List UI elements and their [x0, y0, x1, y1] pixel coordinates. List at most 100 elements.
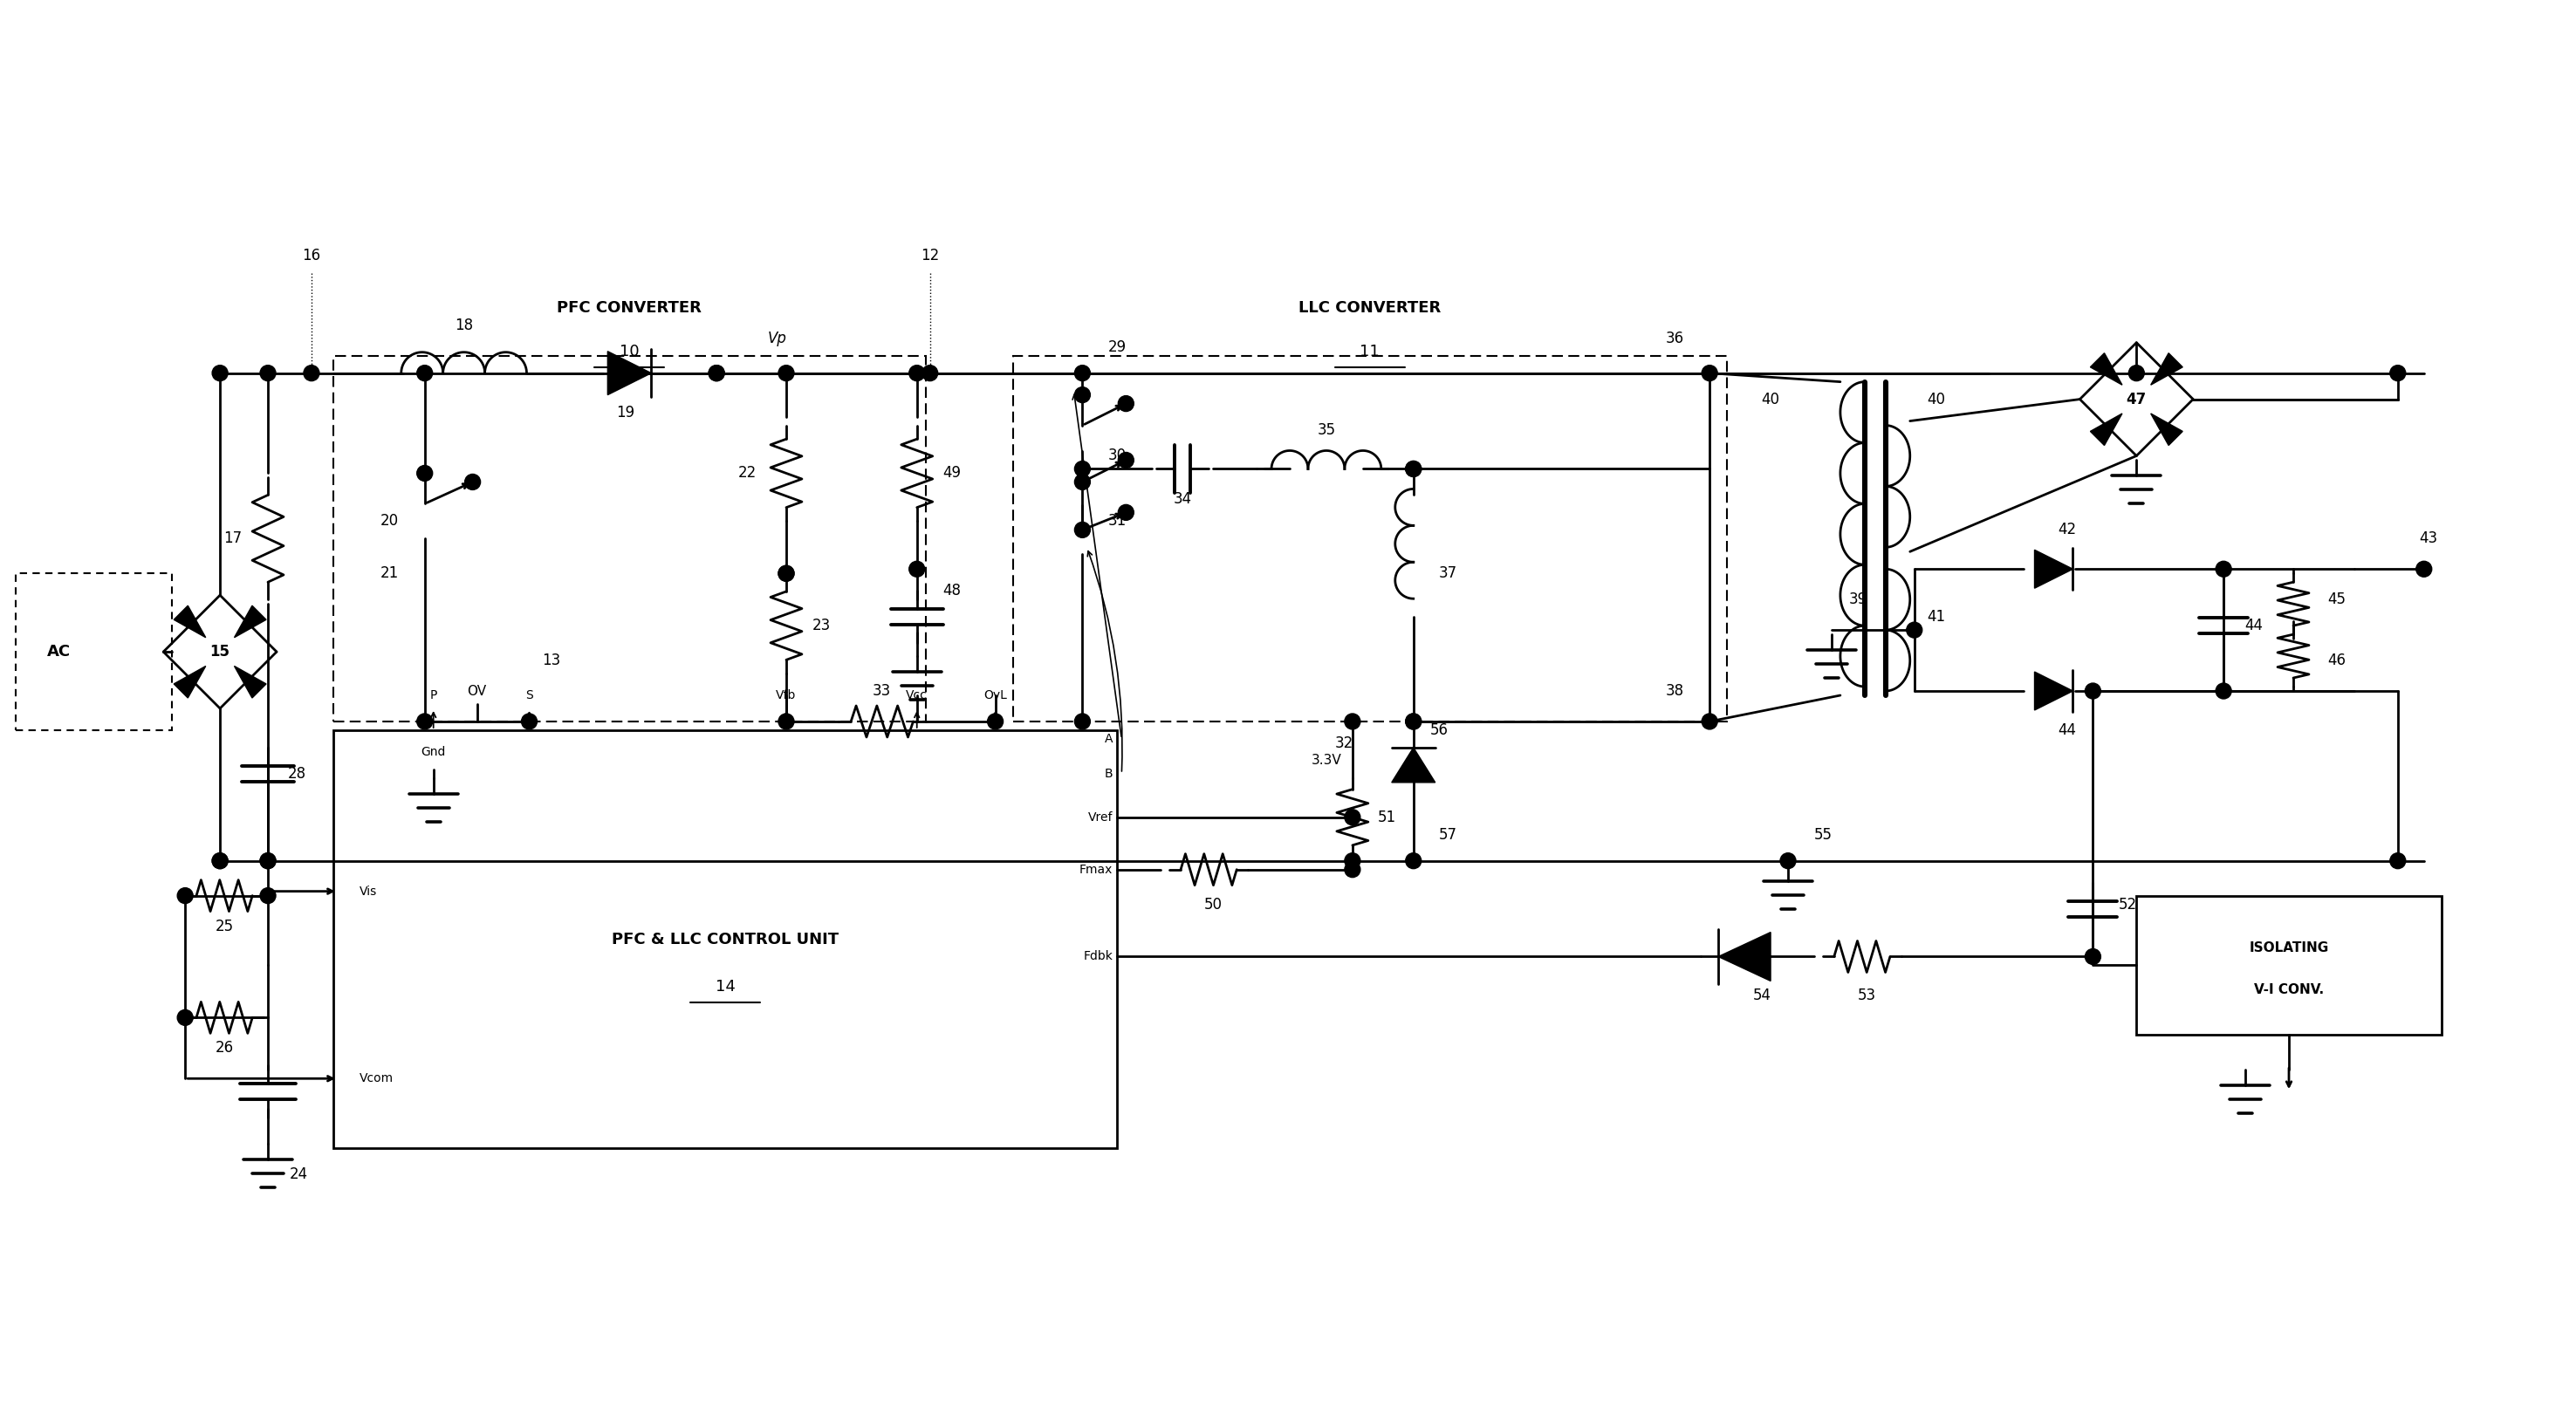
Circle shape	[211, 852, 227, 869]
Text: 44: 44	[2058, 722, 2076, 737]
Circle shape	[178, 887, 193, 903]
Text: 31: 31	[1108, 513, 1126, 529]
Circle shape	[708, 366, 724, 381]
Circle shape	[2084, 683, 2102, 698]
Text: 21: 21	[381, 565, 399, 582]
Circle shape	[1345, 852, 1360, 869]
Text: Vp: Vp	[768, 331, 788, 346]
Polygon shape	[1391, 747, 1435, 782]
Text: 17: 17	[224, 531, 242, 547]
Circle shape	[1406, 714, 1422, 729]
Text: 35: 35	[1316, 422, 1334, 437]
Circle shape	[1074, 474, 1090, 489]
Circle shape	[1345, 809, 1360, 826]
Circle shape	[2391, 852, 2406, 869]
Circle shape	[1906, 622, 1922, 638]
Polygon shape	[173, 666, 206, 698]
Polygon shape	[2035, 672, 2074, 711]
Text: S: S	[526, 690, 533, 701]
Polygon shape	[608, 352, 652, 395]
Circle shape	[1406, 852, 1422, 869]
Text: OV: OV	[466, 684, 487, 698]
Text: 42: 42	[2058, 522, 2076, 538]
Circle shape	[1118, 453, 1133, 468]
Text: 19: 19	[616, 404, 634, 421]
Text: A: A	[1105, 733, 1113, 744]
Circle shape	[909, 561, 925, 576]
Circle shape	[1074, 714, 1090, 729]
Circle shape	[417, 465, 433, 481]
Text: 33: 33	[873, 683, 891, 698]
Text: 10: 10	[621, 343, 639, 359]
Text: Vfb: Vfb	[775, 690, 796, 701]
Circle shape	[2128, 366, 2143, 381]
Circle shape	[909, 366, 925, 381]
Circle shape	[2416, 561, 2432, 576]
Circle shape	[2391, 366, 2406, 381]
Text: OvL: OvL	[984, 690, 1007, 701]
Text: 34: 34	[1175, 492, 1193, 508]
Circle shape	[1703, 366, 1718, 381]
Text: 40: 40	[1762, 391, 1780, 407]
Circle shape	[987, 714, 1002, 729]
Text: Fmax: Fmax	[1079, 864, 1113, 876]
Polygon shape	[2089, 414, 2123, 446]
Text: LLC CONVERTER: LLC CONVERTER	[1298, 300, 1440, 315]
Text: 38: 38	[1667, 683, 1685, 698]
Text: 30: 30	[1108, 449, 1126, 464]
Circle shape	[260, 887, 276, 903]
Polygon shape	[2035, 550, 2074, 589]
Circle shape	[464, 474, 482, 489]
Text: V-I CONV.: V-I CONV.	[2254, 983, 2324, 997]
Circle shape	[1345, 862, 1360, 878]
Text: 23: 23	[811, 618, 829, 634]
Text: 48: 48	[943, 583, 961, 599]
Circle shape	[1703, 714, 1718, 729]
Text: 25: 25	[216, 918, 234, 934]
Text: 32: 32	[1334, 736, 1352, 751]
Text: 3.3V: 3.3V	[1311, 754, 1342, 767]
Circle shape	[417, 366, 433, 381]
Circle shape	[417, 714, 433, 729]
Text: 49: 49	[943, 465, 961, 481]
Circle shape	[708, 366, 724, 381]
Circle shape	[1406, 461, 1422, 477]
Text: 29: 29	[1108, 339, 1126, 355]
Text: 40: 40	[1927, 391, 1945, 407]
Text: 44: 44	[2244, 618, 2264, 634]
Text: 43: 43	[2419, 531, 2437, 547]
Polygon shape	[173, 606, 206, 638]
Text: 26: 26	[216, 1040, 234, 1056]
Text: Vcom: Vcom	[361, 1073, 394, 1085]
Text: Gnd: Gnd	[420, 746, 446, 758]
Text: ISOLATING: ISOLATING	[2249, 941, 2329, 955]
Polygon shape	[2089, 353, 2123, 386]
Text: 46: 46	[2329, 653, 2347, 669]
Text: 11: 11	[1360, 343, 1381, 359]
Text: 14: 14	[716, 979, 734, 995]
Text: 50: 50	[1203, 896, 1221, 913]
Circle shape	[2084, 949, 2102, 965]
Circle shape	[211, 366, 227, 381]
Polygon shape	[1718, 932, 1770, 981]
Circle shape	[1074, 387, 1090, 402]
Circle shape	[778, 714, 793, 729]
Circle shape	[2215, 561, 2231, 576]
Circle shape	[778, 565, 793, 582]
Circle shape	[1118, 505, 1133, 520]
Circle shape	[178, 1009, 193, 1025]
Circle shape	[211, 852, 227, 869]
Text: 41: 41	[1927, 608, 1945, 625]
Circle shape	[1780, 852, 1795, 869]
Circle shape	[1406, 714, 1422, 729]
Text: 45: 45	[2329, 592, 2347, 607]
Text: P: P	[430, 690, 438, 701]
Text: 53: 53	[1857, 988, 1875, 1004]
Text: 47: 47	[2125, 391, 2146, 407]
Text: 16: 16	[301, 248, 319, 264]
Circle shape	[1118, 395, 1133, 411]
Text: 51: 51	[1378, 809, 1396, 826]
Circle shape	[1074, 522, 1090, 538]
Polygon shape	[234, 606, 265, 638]
Text: 12: 12	[920, 248, 940, 264]
